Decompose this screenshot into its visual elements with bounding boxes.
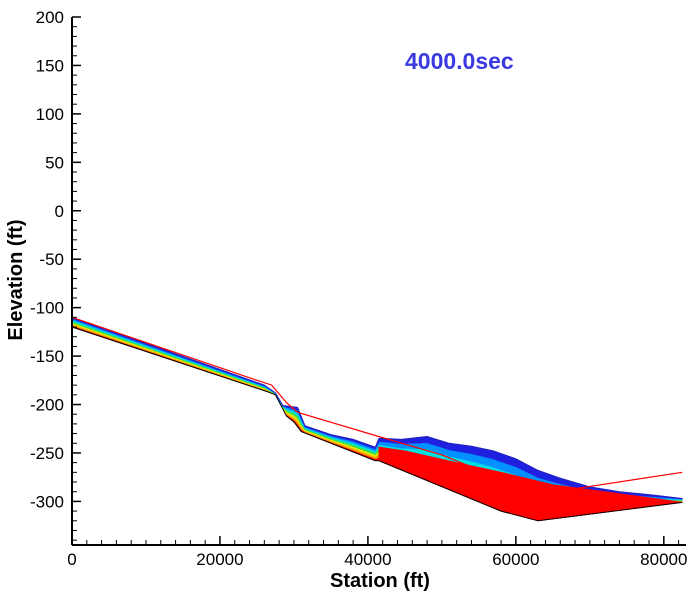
y-tick-label: -200 xyxy=(30,396,64,415)
profile-line xyxy=(71,316,683,491)
time-annotation: 4000.0sec xyxy=(405,48,514,74)
x-tick-label: 0 xyxy=(67,550,76,569)
depth-band-4 xyxy=(71,319,683,501)
water-surface-line xyxy=(71,316,683,499)
depth-band-5 xyxy=(71,318,683,500)
axes xyxy=(71,16,686,546)
deep-flow-area xyxy=(378,446,683,522)
y-tick-label: 150 xyxy=(36,56,64,75)
y-tick-label: -250 xyxy=(30,444,64,463)
ground-line xyxy=(71,326,683,522)
y-tick-label: -300 xyxy=(30,492,64,511)
y-tick-label: -150 xyxy=(30,347,64,366)
x-tick-label: 20000 xyxy=(196,550,243,569)
depth-band-6 xyxy=(71,316,683,500)
y-tick-label: -50 xyxy=(39,250,64,269)
x-tick-label: 80000 xyxy=(640,550,687,569)
x-axis-title: Station (ft) xyxy=(330,570,430,592)
profile-lines xyxy=(71,316,683,522)
y-tick-label: 0 xyxy=(55,202,64,221)
water-depth-fill xyxy=(71,316,683,522)
tick-labels: 200 150 100 50 0 -50 -100 -150 -200 -250 -300 0 2000… xyxy=(30,8,687,569)
y-tick-label: 50 xyxy=(45,153,64,172)
x-tick-label: 60000 xyxy=(492,550,539,569)
x-tick-label: 40000 xyxy=(344,550,391,569)
y-axis-title: Elevation (ft) xyxy=(5,219,27,340)
y-tick-label: 100 xyxy=(36,105,64,124)
y-tick-label: -100 xyxy=(30,299,64,318)
y-tick-label: 200 xyxy=(36,8,64,27)
